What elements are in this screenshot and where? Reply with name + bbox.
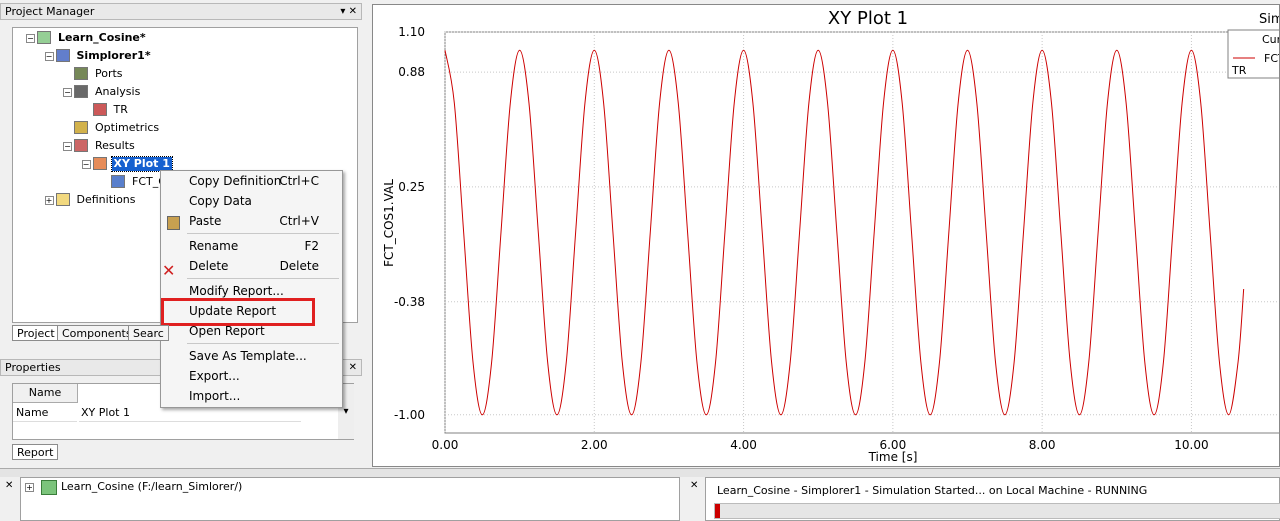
tree-item[interactable]: Optimetrics bbox=[95, 121, 160, 134]
panel-buttons[interactable]: ✕ bbox=[348, 362, 357, 373]
menu-shortcut: Ctrl+V bbox=[279, 214, 319, 228]
plot-area bbox=[444, 31, 1279, 434]
project-pane: + Learn_Cosine (F:/learn_Simlorer/) bbox=[20, 477, 680, 521]
project-tab[interactable]: Components bbox=[57, 325, 137, 341]
tree-item[interactable]: Analysis bbox=[95, 85, 141, 98]
expand-box[interactable]: + bbox=[25, 483, 34, 492]
highlight-box bbox=[161, 298, 315, 326]
plot-window: XY Plot 1 Sim Time [s] FCT_COS1.VAL 1.10 0.88… bbox=[372, 4, 1280, 467]
expand-box[interactable]: − bbox=[44, 52, 54, 61]
x-axis-label: Time [s] bbox=[868, 450, 918, 464]
menu-shortcut: F2 bbox=[304, 239, 319, 253]
tree-icon bbox=[55, 193, 70, 206]
menu-item[interactable]: Copy Data bbox=[189, 194, 252, 208]
property-value[interactable]: XY Plot 1 bbox=[79, 404, 301, 422]
legend-title: Cur bbox=[1262, 33, 1279, 46]
menu-item[interactable]: Modify Report... bbox=[189, 284, 284, 298]
data-line bbox=[444, 49, 1245, 416]
x-tick-label: 2.00 bbox=[581, 438, 608, 452]
delete-icon: ✕ bbox=[162, 261, 176, 280]
tree-item[interactable]: Simplorer1* bbox=[76, 49, 151, 62]
tree-icon bbox=[55, 49, 70, 62]
project-icon bbox=[41, 480, 57, 495]
menu-shortcut: Ctrl+C bbox=[279, 174, 319, 188]
expand-box[interactable]: + bbox=[44, 196, 54, 205]
x-tick-label: 8.00 bbox=[1029, 438, 1056, 452]
tree-icon bbox=[92, 157, 107, 170]
pane-button[interactable]: ✕ bbox=[5, 480, 14, 491]
menu-item[interactable]: Update Report bbox=[189, 304, 277, 318]
properties-tab[interactable]: Report bbox=[12, 444, 59, 460]
message-pane: Learn_Cosine - Simplorer1 - Simulation S… bbox=[705, 477, 1280, 521]
tree-icon bbox=[74, 85, 88, 98]
menu-separator bbox=[187, 233, 339, 234]
pane-button[interactable]: ✕ bbox=[690, 480, 699, 491]
paste-icon bbox=[167, 216, 180, 230]
legend-label: FCT bbox=[1264, 52, 1279, 65]
project-tab[interactable]: Searc bbox=[128, 325, 169, 341]
chart-subtitle: Sim bbox=[1259, 12, 1279, 27]
context-menu: ✕ Copy Definition Ctrl+C Copy Data Paste Ctr… bbox=[160, 170, 343, 408]
tree-item[interactable]: Results bbox=[95, 139, 135, 152]
chart-title: XY Plot 1 bbox=[828, 8, 908, 29]
x-tick-label: 0.00 bbox=[432, 438, 459, 452]
panel-title: Project Manager bbox=[5, 5, 95, 18]
y-axis-label: FCT_COS1.VAL bbox=[382, 179, 396, 267]
tree-item[interactable]: Ports bbox=[95, 67, 123, 80]
menu-item[interactable]: Import... bbox=[189, 389, 241, 403]
column-header: Name bbox=[13, 384, 78, 403]
y-tick-label: 1.10 bbox=[398, 25, 425, 39]
tree-item[interactable]: TR bbox=[113, 103, 128, 116]
menu-separator bbox=[187, 343, 339, 344]
tree-icon bbox=[74, 139, 88, 152]
x-tick-label: 10.00 bbox=[1174, 438, 1208, 452]
y-tick-label: 0.25 bbox=[398, 180, 425, 194]
progress-bar bbox=[714, 503, 1280, 519]
expand-box[interactable]: − bbox=[26, 34, 35, 43]
tree-item[interactable]: XY Plot 1 bbox=[110, 156, 173, 172]
project-path: Learn_Cosine (F:/learn_Simlorer/) bbox=[61, 480, 243, 493]
menu-item[interactable]: Save As Template... bbox=[189, 349, 307, 363]
expand-box[interactable]: − bbox=[63, 88, 72, 97]
x-tick-label: 6.00 bbox=[879, 438, 906, 452]
y-tick-label: 0.88 bbox=[398, 65, 425, 79]
menu-item[interactable]: Export... bbox=[189, 369, 240, 383]
legend-note: TR bbox=[1231, 64, 1247, 77]
tree-item[interactable]: Learn_Cosine* bbox=[58, 31, 146, 44]
project-manager-titlebar: Project Manager ▾ ✕ bbox=[0, 3, 362, 20]
tree-icon bbox=[111, 175, 125, 188]
menu-separator bbox=[187, 278, 339, 279]
tree-icon bbox=[74, 67, 88, 80]
tree-item[interactable]: FCT_C bbox=[132, 175, 166, 188]
menu-item[interactable]: Open Report bbox=[189, 324, 265, 338]
panel-title: Properties bbox=[5, 361, 61, 374]
property-name: Name bbox=[13, 404, 77, 422]
expand-box[interactable]: − bbox=[63, 142, 72, 151]
panel-buttons[interactable]: ▾ ✕ bbox=[340, 6, 357, 17]
x-tick-label: 4.00 bbox=[730, 438, 757, 452]
chart: XY Plot 1 Sim Time [s] FCT_COS1.VAL 1.10 0.88… bbox=[382, 8, 1279, 464]
y-tick-label: -0.38 bbox=[394, 295, 425, 309]
tree-icon bbox=[92, 103, 107, 116]
menu-item[interactable]: Delete bbox=[189, 259, 229, 273]
menu-item[interactable]: Paste bbox=[189, 214, 222, 228]
expand-box[interactable]: − bbox=[81, 160, 91, 169]
status-message: Learn_Cosine - Simplorer1 - Simulation S… bbox=[717, 484, 1148, 497]
progress-fill bbox=[715, 504, 720, 518]
menu-item[interactable]: Rename bbox=[189, 239, 239, 253]
menu-shortcut: Delete bbox=[279, 259, 319, 273]
legend-box bbox=[1227, 29, 1279, 79]
y-tick-label: -1.00 bbox=[394, 408, 425, 422]
tree-item[interactable]: Definitions bbox=[76, 193, 136, 206]
menu-item[interactable]: Copy Definition bbox=[189, 174, 282, 188]
splitter bbox=[0, 468, 1280, 477]
project-tab[interactable]: Project bbox=[12, 325, 60, 341]
tree-icon bbox=[37, 31, 51, 44]
tree-icon bbox=[74, 121, 88, 134]
